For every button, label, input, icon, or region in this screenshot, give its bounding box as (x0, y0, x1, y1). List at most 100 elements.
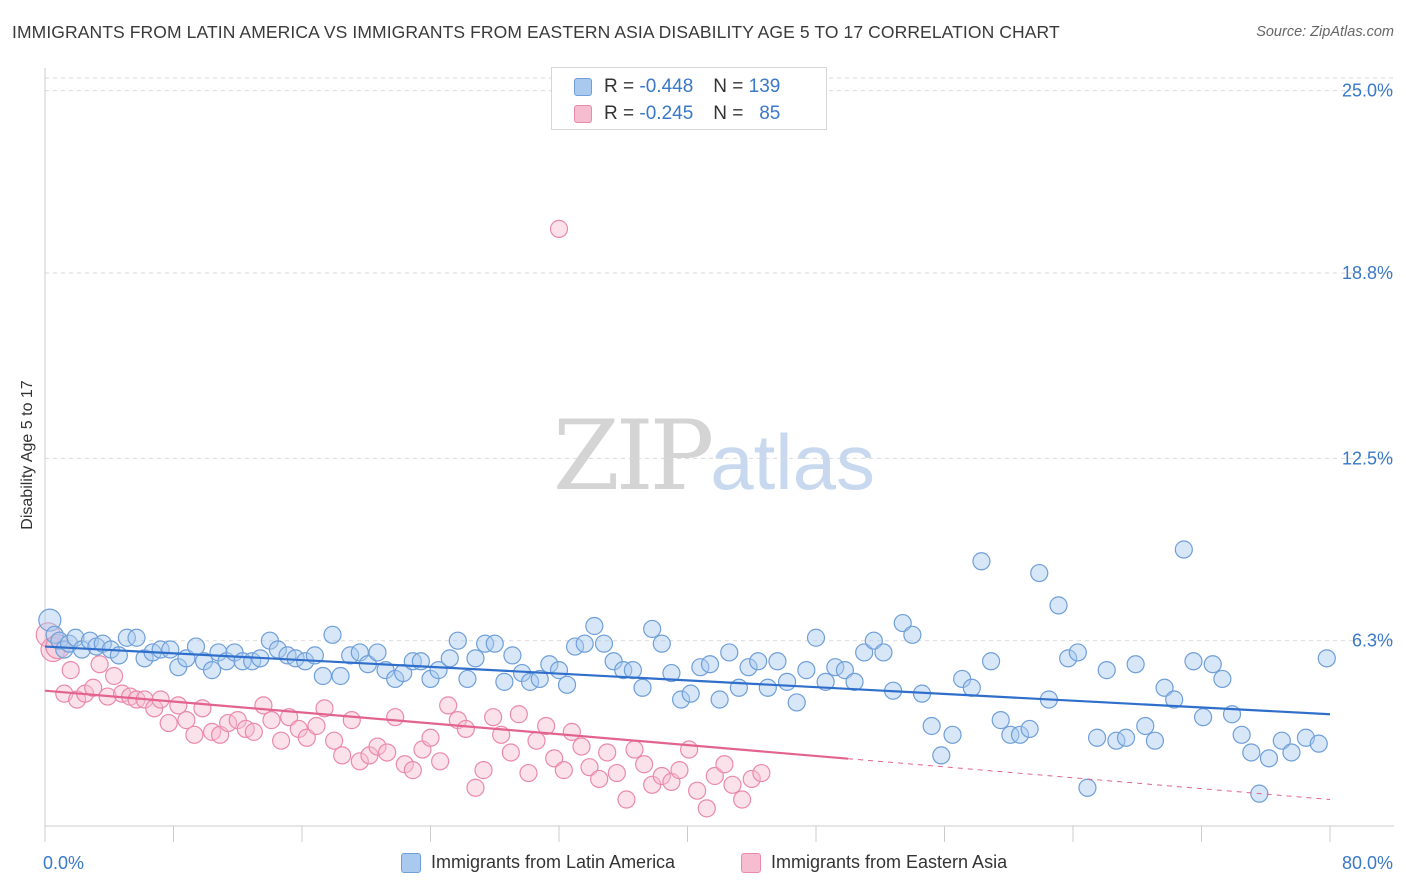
data-point-eastern-asia (90, 655, 109, 674)
data-point-eastern-asia (272, 731, 291, 750)
data-point-latin-america (710, 690, 729, 709)
data-point-eastern-asia (193, 699, 212, 718)
data-point-eastern-asia (635, 755, 654, 774)
data-point-eastern-asia (177, 711, 196, 730)
watermark: ZIPatlas (553, 400, 875, 512)
data-point-latin-america (962, 678, 981, 697)
data-point-latin-america (749, 652, 768, 671)
y-tick-label: 12.5% (1342, 448, 1393, 468)
data-point-latin-america (633, 678, 652, 697)
watermark-atlas: atlas (710, 418, 875, 506)
correlation-legend: R = -0.448 N = 139 R = -0.245 N = 85 (551, 67, 827, 130)
data-point-latin-america (787, 693, 806, 712)
data-point-latin-america (855, 643, 874, 662)
data-point-latin-america (864, 631, 883, 650)
data-point-eastern-asia (307, 716, 326, 736)
data-point-eastern-asia (431, 752, 450, 771)
legend-swatch-blue (574, 78, 592, 96)
source-credit: Source: ZipAtlas.com (1256, 24, 1394, 40)
data-point-latin-america (575, 634, 594, 653)
data-point-latin-america (557, 675, 577, 694)
data-point-latin-america (893, 613, 912, 633)
data-point-latin-america (835, 661, 855, 680)
data-point-eastern-asia (350, 752, 369, 771)
data-point-latin-america (313, 666, 332, 686)
data-point-eastern-asia (670, 761, 689, 780)
data-point-latin-america (1010, 725, 1030, 744)
data-point-eastern-asia (705, 766, 724, 786)
data-point-latin-america (495, 672, 514, 691)
data-point-latin-america (1097, 661, 1116, 680)
data-point-latin-america (485, 634, 504, 653)
data-point-eastern-asia (466, 778, 485, 797)
data-point-eastern-asia (742, 769, 761, 789)
data-point-eastern-asia (315, 699, 334, 718)
data-point-latin-america (991, 711, 1010, 730)
data-point-latin-america (161, 640, 180, 659)
data-point-latin-america (1213, 669, 1232, 689)
data-point-eastern-asia (509, 705, 528, 724)
data-point-eastern-asia (527, 731, 546, 750)
legend-item-latin-america: Immigrants from Latin America (401, 852, 675, 873)
data-point-latin-america (972, 552, 991, 571)
data-point-latin-america (1174, 540, 1193, 559)
legend-label: Immigrants from Latin America (431, 852, 676, 872)
data-point-latin-america (1242, 743, 1261, 762)
data-point-latin-america (1317, 649, 1336, 668)
tick-labels: 6.3% 12.5% 18.8% 25.0% 0.0% 80.0% (43, 81, 1393, 873)
data-point-eastern-asia (598, 743, 617, 762)
data-point-eastern-asia (723, 775, 742, 794)
data-point-latin-america (1126, 655, 1145, 674)
data-point-latin-america (1087, 728, 1107, 747)
y-axis-label: Disability Age 5 to 17 (19, 380, 36, 530)
data-point-eastern-asia (501, 743, 520, 762)
data-point-eastern-asia (590, 769, 609, 789)
data-point-latin-america (127, 628, 146, 647)
data-point-latin-america (981, 652, 1001, 671)
legend-swatch-pink (741, 852, 761, 873)
data-point-latin-america (1078, 778, 1097, 797)
data-point-eastern-asia (84, 678, 103, 697)
data-point-latin-america (1259, 749, 1279, 768)
data-point-eastern-asia (617, 790, 636, 809)
trend-line-eastern-asia-extension (848, 758, 1331, 801)
data-point-latin-america (662, 663, 681, 683)
data-point-latin-america (585, 616, 604, 636)
data-point-latin-america (45, 625, 64, 644)
data-point-latin-america (476, 634, 495, 653)
data-point-latin-america (777, 672, 797, 691)
data-point-latin-america (623, 661, 642, 680)
legend-row-eastern-asia: R = -0.245 N = 85 (574, 101, 780, 127)
watermark-zip: ZIP (553, 400, 714, 512)
data-point-latin-america (903, 625, 922, 644)
data-point-eastern-asia (537, 716, 556, 736)
data-point-latin-america (429, 661, 448, 680)
y-tick-label: 6.3% (1352, 631, 1393, 651)
data-point-latin-america (503, 646, 522, 665)
data-point-latin-america (202, 661, 222, 680)
data-point-latin-america (1145, 731, 1165, 750)
x-tick-label-min: 0.0% (43, 853, 84, 873)
data-point-latin-america (530, 669, 549, 689)
data-point-latin-america (368, 643, 387, 662)
data-point-eastern-asia (545, 749, 564, 768)
data-point-eastern-asia (262, 711, 281, 730)
data-point-eastern-asia (185, 725, 204, 744)
r-value: -0.448 (639, 76, 694, 97)
legend-item-eastern-asia: Immigrants from Eastern Asia (741, 852, 1007, 873)
data-point-latin-america (1059, 649, 1078, 668)
trend-line-latin-america (44, 645, 1331, 716)
data-point-eastern-asia (297, 728, 316, 747)
n-value: 85 (759, 103, 781, 124)
data-point-eastern-asia (280, 708, 299, 727)
data-point-eastern-asia (421, 728, 440, 747)
data-point-latin-america (1232, 725, 1251, 744)
data-point-eastern-asia (680, 740, 699, 759)
data-point-eastern-asia (697, 799, 716, 818)
data-point-latin-america (922, 716, 941, 736)
data-point-latin-america (1068, 643, 1087, 662)
data-point-latin-america (1001, 725, 1020, 744)
data-point-eastern-asia (733, 790, 752, 809)
data-point-eastern-asia (652, 766, 671, 786)
data-point-eastern-asia (474, 761, 493, 780)
